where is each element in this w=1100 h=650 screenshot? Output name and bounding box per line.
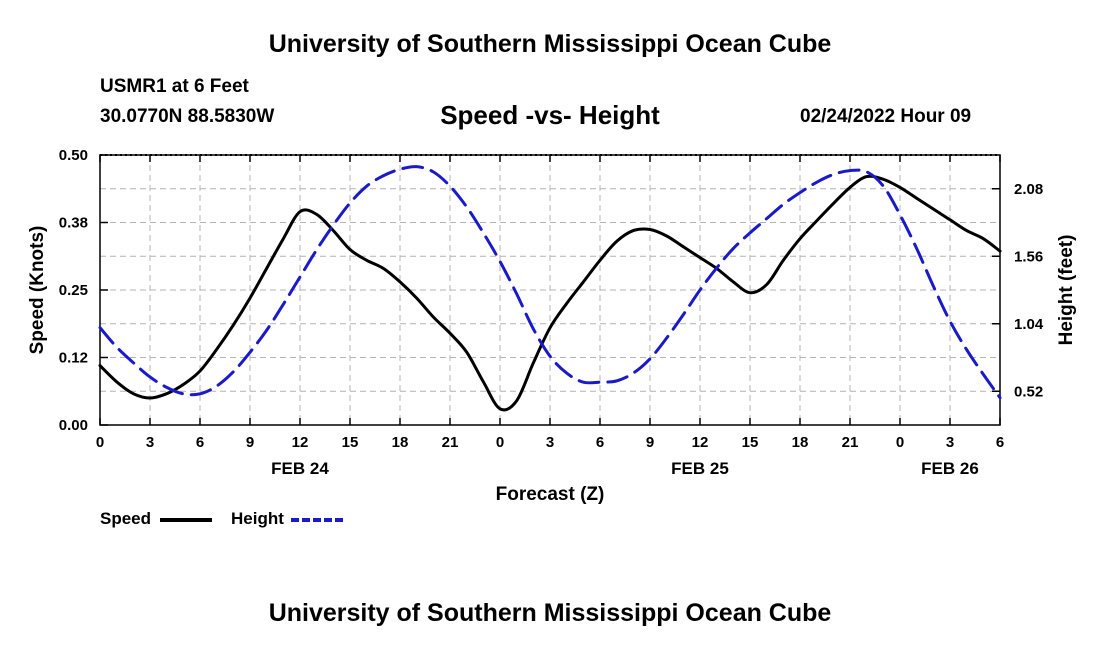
- x-tick-label: 0: [96, 434, 104, 451]
- left-tick-label: 0.12: [59, 350, 88, 367]
- label-layer: 0 3 6 9 12 15 18 21 0 3 6 9 12 15 18 21 0 3 6 FEB 24 FEB 25 F…: [59, 147, 1044, 478]
- x-tick-label: 18: [392, 434, 409, 451]
- right-tick-label: 1.04: [1014, 316, 1044, 333]
- x-tick-label: 6: [596, 434, 604, 451]
- x-axis-title: Forecast (Z): [496, 484, 605, 505]
- x-tick-label: 6: [196, 434, 204, 451]
- forecast-datetime: 02/24/2022 Hour 09: [800, 106, 972, 127]
- date-label: FEB 24: [271, 459, 329, 478]
- legend-speed-swatch: [160, 518, 212, 522]
- left-tick-label: 0.50: [59, 147, 88, 164]
- series-layer: [98, 165, 1002, 412]
- x-tick-label: 3: [946, 434, 954, 451]
- height-series-line: [98, 165, 1002, 400]
- left-tick-label: 0.38: [59, 215, 88, 232]
- x-tick-label: 12: [292, 434, 309, 451]
- legend-speed-label: Speed: [100, 509, 152, 528]
- x-tick-label: 21: [842, 434, 859, 451]
- left-tick-label: 0.25: [59, 282, 88, 299]
- right-tick-label: 2.08: [1014, 181, 1043, 198]
- axes-layer: [99, 154, 1001, 426]
- x-tick-label: 15: [342, 434, 359, 451]
- x-tick-label: 3: [146, 434, 154, 451]
- right-axis-title: Height (feet): [1056, 235, 1077, 346]
- x-tick-label: 21: [442, 434, 459, 451]
- x-tick-label: 0: [896, 434, 904, 451]
- legend-height-label: Height: [231, 509, 284, 528]
- x-tick-label: 0: [496, 434, 504, 451]
- station-label: USMR1 at 6 Feet: [100, 76, 249, 97]
- x-tick-label: 12: [692, 434, 709, 451]
- x-tick-label: 3: [546, 434, 554, 451]
- speed-series-line: [98, 174, 1002, 412]
- right-tick-label: 0.52: [1014, 383, 1043, 400]
- chart-subtitle: Speed -vs- Height: [440, 100, 660, 130]
- left-axis-title: Speed (Knots): [27, 226, 48, 355]
- footer-title: University of Southern Mississippi Ocean…: [268, 599, 832, 627]
- grid-layer: [100, 155, 1000, 425]
- date-label: FEB 25: [671, 459, 729, 478]
- right-tick-label: 1.56: [1014, 248, 1043, 265]
- legend-height-swatch: [291, 518, 343, 522]
- station-coordinates: 30.0770N 88.5830W: [100, 106, 275, 127]
- x-tick-label: 15: [742, 434, 759, 451]
- main-title: University of Southern Mississippi Ocean…: [268, 30, 832, 58]
- x-tick-label: 18: [792, 434, 809, 451]
- date-label: FEB 26: [921, 459, 979, 478]
- x-tick-label: 9: [246, 434, 254, 451]
- x-tick-label: 9: [646, 434, 654, 451]
- x-tick-label: 6: [996, 434, 1004, 451]
- left-tick-label: 0.00: [59, 417, 88, 434]
